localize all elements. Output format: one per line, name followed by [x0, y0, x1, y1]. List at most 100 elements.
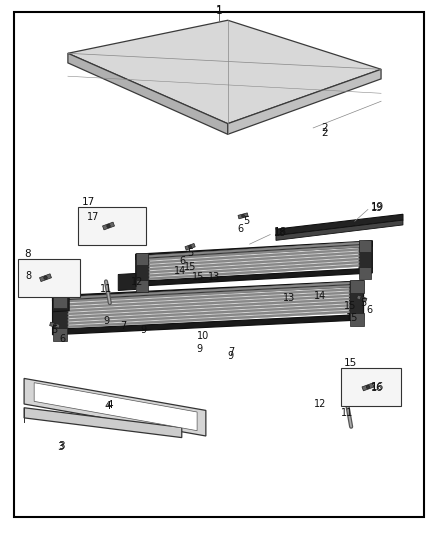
Polygon shape [149, 245, 359, 261]
Polygon shape [53, 328, 67, 341]
Polygon shape [53, 295, 69, 312]
Polygon shape [136, 253, 148, 265]
Polygon shape [53, 296, 68, 330]
Circle shape [242, 214, 244, 217]
Polygon shape [149, 264, 359, 280]
Text: 13: 13 [208, 272, 220, 282]
Text: 16: 16 [371, 383, 384, 392]
Polygon shape [68, 292, 350, 309]
Text: 9: 9 [103, 316, 110, 326]
Circle shape [360, 297, 363, 300]
Text: 17: 17 [82, 197, 95, 207]
Bar [18, 259, 80, 297]
Polygon shape [149, 258, 359, 273]
Text: 7: 7 [120, 321, 127, 331]
Text: 15: 15 [344, 302, 357, 311]
Text: 3: 3 [57, 442, 64, 451]
Text: 4: 4 [104, 401, 111, 411]
Text: 15: 15 [344, 358, 357, 368]
Text: 4: 4 [106, 400, 113, 410]
Polygon shape [68, 282, 350, 299]
Polygon shape [350, 313, 364, 326]
Polygon shape [24, 378, 206, 436]
Polygon shape [49, 322, 60, 328]
Polygon shape [53, 295, 67, 308]
Polygon shape [362, 383, 374, 391]
Text: 5: 5 [52, 326, 58, 335]
Polygon shape [136, 254, 149, 282]
Text: 15: 15 [192, 272, 205, 282]
Polygon shape [68, 311, 350, 328]
Polygon shape [350, 281, 364, 317]
Polygon shape [149, 248, 359, 264]
Bar [78, 207, 146, 245]
Bar [341, 368, 401, 406]
Polygon shape [359, 241, 372, 269]
Polygon shape [149, 252, 359, 267]
Text: 12: 12 [314, 399, 326, 409]
Polygon shape [24, 408, 182, 438]
Polygon shape [185, 244, 195, 250]
Circle shape [53, 324, 56, 327]
Polygon shape [53, 314, 364, 335]
Polygon shape [118, 273, 136, 290]
Polygon shape [68, 53, 228, 134]
Text: 12: 12 [131, 278, 143, 287]
Polygon shape [68, 301, 350, 318]
Polygon shape [68, 288, 350, 305]
Polygon shape [68, 20, 381, 124]
Text: 5: 5 [360, 298, 367, 308]
Text: 11: 11 [341, 408, 353, 418]
Text: 16: 16 [371, 383, 384, 393]
Polygon shape [149, 255, 359, 270]
Polygon shape [350, 280, 364, 293]
Text: 10: 10 [197, 331, 209, 341]
Polygon shape [68, 304, 350, 321]
Text: 8: 8 [24, 249, 31, 259]
Text: 9: 9 [141, 326, 147, 335]
Text: 3: 3 [58, 441, 65, 450]
Circle shape [107, 224, 110, 228]
Text: 2: 2 [321, 128, 328, 138]
Polygon shape [136, 241, 372, 260]
Text: 9: 9 [196, 344, 202, 353]
Text: 5: 5 [187, 248, 193, 257]
Polygon shape [238, 213, 248, 219]
Polygon shape [102, 222, 114, 230]
Polygon shape [68, 308, 350, 325]
Circle shape [44, 276, 47, 279]
Polygon shape [136, 280, 148, 292]
Text: 6: 6 [179, 256, 185, 266]
Text: 18: 18 [274, 227, 287, 237]
Polygon shape [276, 214, 403, 236]
Polygon shape [228, 69, 381, 134]
Polygon shape [359, 267, 371, 279]
Text: 14: 14 [314, 292, 326, 301]
Polygon shape [39, 274, 52, 281]
Text: 19: 19 [371, 203, 384, 213]
Polygon shape [68, 298, 350, 315]
Polygon shape [68, 285, 350, 302]
Text: 1: 1 [215, 6, 223, 15]
Text: 5: 5 [244, 216, 250, 226]
Text: 2: 2 [321, 123, 328, 133]
Text: 6: 6 [366, 305, 372, 315]
Text: 6: 6 [238, 224, 244, 234]
Text: 14: 14 [173, 266, 186, 276]
Text: 6: 6 [60, 334, 66, 344]
Circle shape [189, 245, 191, 248]
Text: 19: 19 [371, 202, 384, 212]
Text: 13: 13 [283, 294, 295, 303]
Text: 17: 17 [87, 213, 99, 222]
Polygon shape [357, 295, 367, 302]
Polygon shape [34, 383, 197, 431]
Text: 1: 1 [215, 5, 223, 14]
Polygon shape [276, 220, 403, 240]
Text: 11: 11 [100, 284, 112, 294]
Circle shape [366, 385, 370, 389]
Polygon shape [53, 281, 364, 301]
Polygon shape [68, 295, 350, 312]
Text: 18: 18 [274, 228, 286, 238]
Text: 7: 7 [228, 347, 234, 357]
Polygon shape [136, 268, 372, 286]
